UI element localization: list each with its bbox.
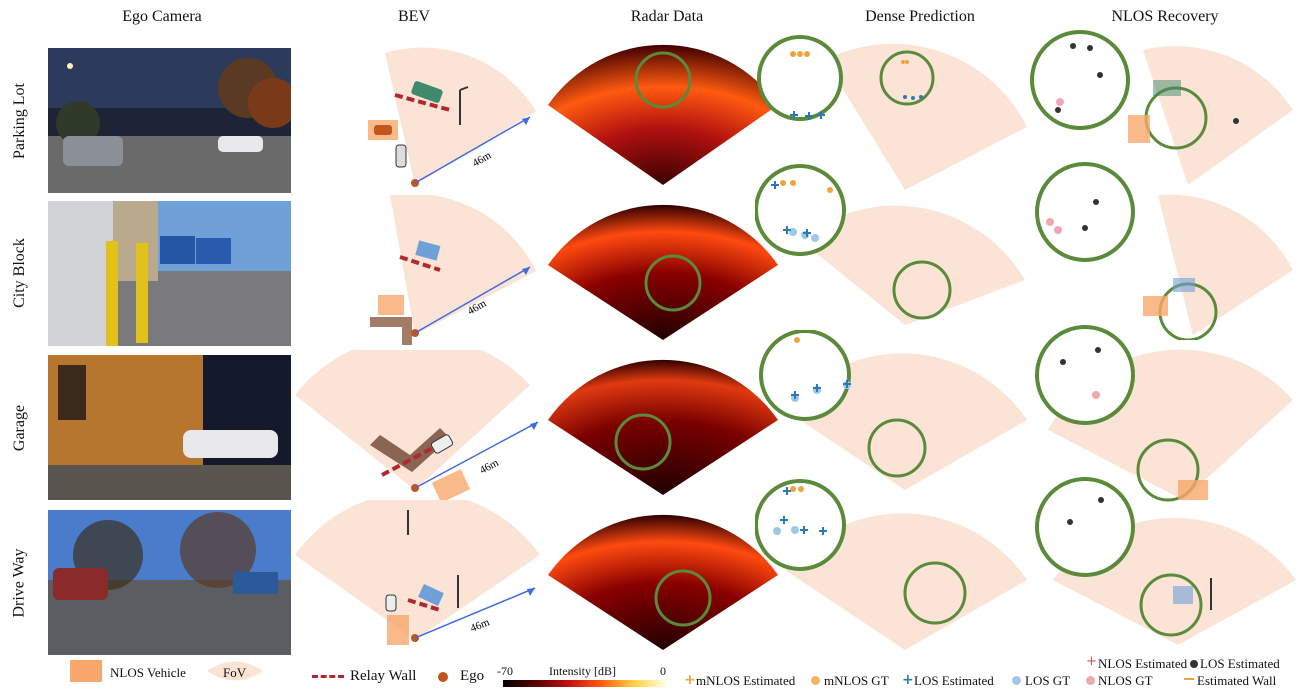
column-title-bev: BEV <box>398 8 430 25</box>
legend-los-estimated-icon: + <box>902 672 914 688</box>
ego-camera-photo-parking-lot <box>48 48 291 193</box>
row-label-parking-lot: Parking Lot <box>11 82 28 159</box>
ego-camera-photo-garage <box>48 355 291 500</box>
radar-panel-garage <box>548 359 778 495</box>
row-label-garage: Garage <box>11 404 28 451</box>
svg-text:46m: 46m <box>478 457 501 477</box>
legend-nlos-gt-label: NLOS GT <box>1098 673 1153 688</box>
intensity-colorbar <box>503 680 666 687</box>
legend-los-gt-icon <box>1012 676 1021 685</box>
legend-estimated-wall-label: Estimated Wall <box>1197 673 1277 688</box>
legend-nlos-estimated-label: NLOS Estimated <box>1098 656 1188 671</box>
legend-nlos-gt-icon <box>1086 676 1095 685</box>
legend-nlos-vehicle-label: NLOS Vehicle <box>110 665 186 680</box>
bev-panel-garage: 46m <box>295 350 539 500</box>
svg-text:46m: 46m <box>469 616 492 635</box>
radar-panel-drive-way <box>548 514 778 650</box>
legend-mnlos-gt-icon <box>811 676 820 685</box>
ego-camera-photo-drive-way <box>48 510 291 655</box>
dense-prediction-panel-parking-lot <box>757 35 1027 191</box>
legend-estimated-wall-icon <box>1184 678 1194 680</box>
ego-camera-photo-city-block <box>48 201 291 346</box>
legend-los-estimated-label: LOS Estimated <box>914 673 994 688</box>
bev-distance-label: 46m <box>471 149 494 169</box>
row-label-drive-way: Drive Way <box>11 547 28 618</box>
legend-mnlos-estimated-icon: + <box>684 672 696 688</box>
bev-panel-city-block: 46m <box>370 195 536 345</box>
column-title-ego-camera: Ego Camera <box>122 8 202 25</box>
legend-ego-label: Ego <box>460 668 485 684</box>
legend-ego-dot <box>438 672 448 682</box>
colorbar-max-label: 0 <box>660 664 666 678</box>
radar-panel-city-block <box>548 204 778 340</box>
nlos-recovery-panel-city-block <box>1035 162 1293 340</box>
nlos-recovery-panel-parking-lot <box>1030 30 1293 185</box>
legend-mnlos-gt-label: mNLOS GT <box>824 673 889 688</box>
column-title-dense-prediction: Dense Prediction <box>865 8 975 25</box>
legend-fov-swatch <box>207 661 263 681</box>
bev-panel-parking-lot: 46m <box>368 47 536 187</box>
radar-panel-parking-lot <box>548 44 778 185</box>
column-title-radar-data: Radar Data <box>630 8 704 25</box>
bev-panel-drive-way: 46m <box>295 500 540 645</box>
row-label-city-block: City Block <box>11 237 28 308</box>
dense-prediction-panel-city-block <box>755 164 1025 325</box>
colorbar-title: Intensity [dB] <box>549 664 616 678</box>
legend-relay-wall-label: Relay Wall <box>350 668 417 684</box>
legend-relay-wall-swatch <box>312 675 344 678</box>
legend-nlos-vehicle-swatch <box>70 660 102 682</box>
legend-los-gt-label: LOS GT <box>1025 673 1071 688</box>
legend-fov-label: FoV <box>223 665 247 680</box>
column-title-nlos-recovery: NLOS Recovery <box>1111 8 1219 25</box>
dense-prediction-panel-garage <box>759 330 1027 490</box>
legend-los-estimated-icon-2 <box>1190 660 1198 668</box>
colorbar-min-label: -70 <box>497 664 513 678</box>
legend-nlos-estimated-icon: + <box>1086 654 1097 669</box>
nlos-recovery-panel-drive-way <box>1035 477 1296 645</box>
legend-mnlos-estimated-label: mNLOS Estimated <box>696 673 796 688</box>
dense-prediction-panel-drive-way <box>755 479 1027 650</box>
legend-los-estimated-label-2: LOS Estimated <box>1200 656 1280 671</box>
nlos-recovery-panel-garage <box>1035 325 1293 502</box>
